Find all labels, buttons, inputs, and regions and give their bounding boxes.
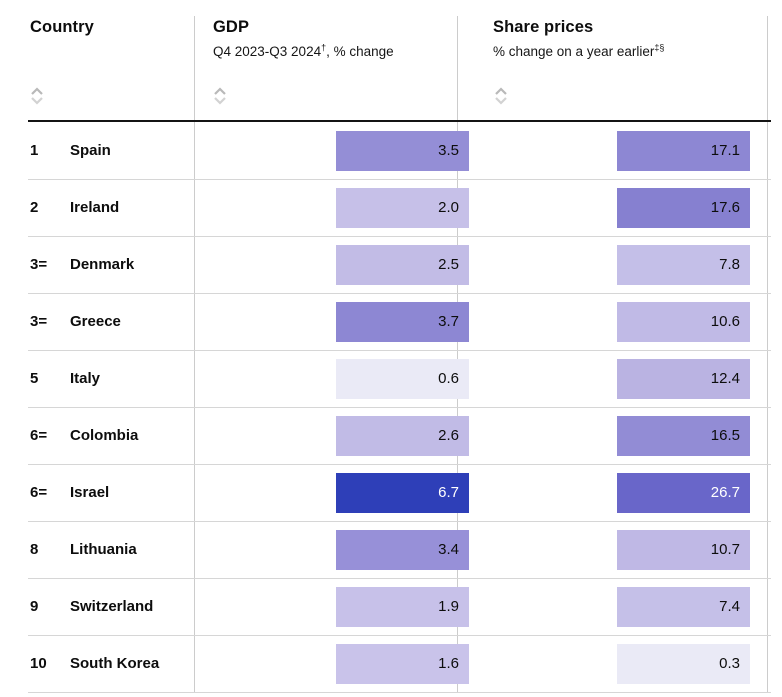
table-header: Country GDP Q4 2023-Q3 2024†, % change S… — [0, 0, 782, 120]
rank-label: 5 — [30, 370, 39, 387]
footnote-marker: ‡§ — [654, 42, 665, 53]
gdp-value-cell: 1.6 — [336, 644, 469, 684]
gdp-value-cell: 2.6 — [336, 416, 469, 456]
table-row: 2 Ireland 2.0 17.6 — [0, 180, 782, 237]
country-label: Ireland — [70, 199, 120, 216]
table-row: 3= Denmark 2.5 7.8 — [0, 237, 782, 294]
column-divider — [194, 16, 195, 692]
country-label: Colombia — [70, 427, 139, 444]
rank-label: 2 — [30, 199, 39, 216]
country-label: Israel — [70, 484, 110, 501]
rank-label: 9 — [30, 598, 39, 615]
country-label: South Korea — [70, 655, 160, 672]
gdp-subtitle-rest: , % change — [326, 44, 394, 59]
sort-share-prices-button[interactable] — [492, 85, 514, 109]
sort-chevrons-icon — [28, 86, 46, 109]
gdp-subtitle: Q4 2023-Q3 2024†, % change — [213, 42, 394, 59]
rank-label: 3= — [30, 313, 48, 330]
column-divider — [457, 16, 458, 692]
share-price-value-cell: 0.3 — [617, 644, 750, 684]
country-label: Spain — [70, 142, 111, 159]
gdp-value-cell: 3.7 — [336, 302, 469, 342]
share-price-value-cell: 10.6 — [617, 302, 750, 342]
gdp-value-cell: 6.7 — [336, 473, 469, 513]
column-divider — [767, 16, 768, 692]
footnote-marker: † — [321, 42, 327, 53]
rank-label: 10 — [30, 655, 47, 672]
gdp-value-cell: 2.5 — [336, 245, 469, 285]
table-row: 9 Switzerland 1.9 7.4 — [0, 579, 782, 636]
rank-label: 6= — [30, 427, 48, 444]
rank-label: 6= — [30, 484, 48, 501]
share-price-value-cell: 10.7 — [617, 530, 750, 570]
country-label: Italy — [70, 370, 101, 387]
sort-chevrons-icon — [211, 86, 229, 109]
share-prices-subtitle: % change on a year earlier‡§ — [493, 42, 665, 59]
rank-label: 8 — [30, 541, 39, 558]
table-row: 6= Israel 6.7 26.7 — [0, 465, 782, 522]
country-label: Lithuania — [70, 541, 137, 558]
sort-chevrons-icon — [492, 86, 510, 109]
gdp-value-cell: 2.0 — [336, 188, 469, 228]
share-subtitle-text: % change on a year earlier — [493, 44, 655, 59]
table-row: 6= Colombia 2.6 16.5 — [0, 408, 782, 465]
share-price-value-cell: 12.4 — [617, 359, 750, 399]
gdp-value-cell: 1.9 — [336, 587, 469, 627]
gdp-subtitle-text: Q4 2023-Q3 2024 — [213, 44, 322, 59]
table-row: 10 South Korea 1.6 0.3 — [0, 636, 782, 693]
gdp-value-cell: 3.5 — [336, 131, 469, 171]
column-header-gdp: GDP — [213, 18, 250, 36]
rank-label: 3= — [30, 256, 48, 273]
header-rule — [28, 120, 771, 122]
table-body: 1 Spain 3.5 17.1 2 Ireland 2.0 17.6 3= D… — [0, 123, 782, 693]
column-header-country: Country — [30, 18, 94, 36]
table-row: 3= Greece 3.7 10.6 — [0, 294, 782, 351]
column-header-share-prices: Share prices — [493, 18, 594, 36]
country-label: Greece — [70, 313, 121, 330]
table-row: 5 Italy 0.6 12.4 — [0, 351, 782, 408]
sort-gdp-button[interactable] — [211, 85, 233, 109]
share-price-value-cell: 17.1 — [617, 131, 750, 171]
gdp-value-cell: 3.4 — [336, 530, 469, 570]
country-label: Denmark — [70, 256, 135, 273]
sort-country-button[interactable] — [28, 85, 50, 109]
share-price-value-cell: 16.5 — [617, 416, 750, 456]
table-row: 1 Spain 3.5 17.1 — [0, 123, 782, 180]
table-row: 8 Lithuania 3.4 10.7 — [0, 522, 782, 579]
share-price-value-cell: 7.4 — [617, 587, 750, 627]
share-price-value-cell: 7.8 — [617, 245, 750, 285]
country-label: Switzerland — [70, 598, 154, 615]
gdp-value-cell: 0.6 — [336, 359, 469, 399]
share-price-value-cell: 17.6 — [617, 188, 750, 228]
share-price-value-cell: 26.7 — [617, 473, 750, 513]
rank-label: 1 — [30, 142, 39, 159]
